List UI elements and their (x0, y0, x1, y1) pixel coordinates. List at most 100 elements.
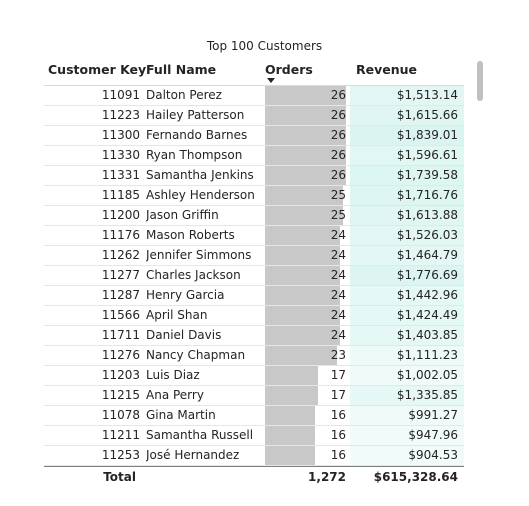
revenue-cell-background (350, 366, 464, 385)
customer-key-cell: 11211 (101, 428, 140, 442)
table-row[interactable]: 11276 Nancy Chapman 23 $1,111.23 (44, 346, 464, 366)
customer-key-cell: 11276 (101, 348, 140, 362)
revenue-cell: $1,839.01 (396, 128, 458, 142)
orders-cell: 24 (330, 308, 346, 322)
full-name-cell: Jennifer Simmons (146, 248, 252, 262)
customers-table: Customer Key Full Name Orders Revenue 11… (44, 58, 464, 489)
full-name-cell: Jason Griffin (146, 208, 219, 222)
revenue-cell: $1,776.69 (396, 268, 458, 282)
revenue-cell: $1,716.76 (396, 188, 458, 202)
customer-key-cell: 11185 (101, 188, 140, 202)
orders-cell: 24 (330, 248, 346, 262)
customer-key-cell: 11277 (101, 268, 140, 282)
orders-data-bar (265, 326, 340, 345)
table-row[interactable]: 11078 Gina Martin 16 $991.27 (44, 406, 464, 426)
revenue-cell: $1,613.88 (396, 208, 458, 222)
customer-key-cell: 11300 (101, 128, 140, 142)
table-row[interactable]: 11215 Ana Perry 17 $1,335.85 (44, 386, 464, 406)
revenue-cell-background (350, 386, 464, 405)
revenue-cell: $1,464.79 (396, 248, 458, 262)
orders-cell: 25 (330, 208, 346, 222)
orders-cell: 24 (330, 268, 346, 282)
orders-cell: 26 (330, 108, 346, 122)
table-row[interactable]: 11566 April Shan 24 $1,424.49 (44, 306, 464, 326)
table-row[interactable]: 11300 Fernando Barnes 26 $1,839.01 (44, 126, 464, 146)
orders-data-bar (265, 106, 346, 125)
total-revenue: $615,328.64 (373, 470, 458, 484)
full-name-cell: Ryan Thompson (146, 148, 243, 162)
column-header-full-name[interactable]: Full Name (146, 62, 217, 77)
revenue-cell: $904.53 (408, 448, 458, 462)
table-row[interactable]: 11277 Charles Jackson 24 $1,776.69 (44, 266, 464, 286)
full-name-cell: Henry Garcia (146, 288, 225, 302)
orders-data-bar (265, 246, 340, 265)
orders-data-bar (265, 86, 346, 105)
table-row[interactable]: 11185 Ashley Henderson 25 $1,716.76 (44, 186, 464, 206)
revenue-cell-background (350, 346, 464, 365)
column-header-orders[interactable]: Orders (265, 62, 313, 77)
column-header-customer-key[interactable]: Customer Key (48, 62, 147, 77)
revenue-cell: $1,615.66 (396, 108, 458, 122)
revenue-cell: $1,002.05 (396, 368, 458, 382)
revenue-cell-background (350, 266, 464, 285)
table-row[interactable]: 11091 Dalton Perez 26 $1,513.14 (44, 86, 464, 106)
full-name-cell: Ana Perry (146, 388, 204, 402)
table-row[interactable]: 11176 Mason Roberts 24 $1,526.03 (44, 226, 464, 246)
table-row[interactable]: 11211 Samantha Russell 16 $947.96 (44, 426, 464, 446)
table-row[interactable]: 11711 Daniel Davis 24 $1,403.85 (44, 326, 464, 346)
orders-data-bar (265, 166, 346, 185)
full-name-cell: Dalton Perez (146, 88, 222, 102)
revenue-cell: $991.27 (408, 408, 458, 422)
sort-descending-icon[interactable] (267, 78, 275, 83)
table-row[interactable]: 11203 Luis Diaz 17 $1,002.05 (44, 366, 464, 386)
table-row[interactable]: 11223 Hailey Patterson 26 $1,615.66 (44, 106, 464, 126)
revenue-cell: $947.96 (408, 428, 458, 442)
revenue-cell-background (350, 226, 464, 245)
full-name-cell: Mason Roberts (146, 228, 235, 242)
customer-key-cell: 11566 (101, 308, 140, 322)
revenue-cell-background (350, 126, 464, 145)
orders-data-bar (265, 386, 318, 405)
revenue-cell-background (350, 286, 464, 305)
orders-data-bar (265, 306, 340, 325)
revenue-cell-background (350, 446, 464, 465)
orders-cell: 24 (330, 228, 346, 242)
revenue-cell-background (350, 146, 464, 165)
revenue-cell-background (350, 166, 464, 185)
revenue-cell-background (350, 426, 464, 445)
column-header-revenue[interactable]: Revenue (356, 62, 418, 77)
vertical-scrollbar[interactable] (477, 61, 483, 101)
orders-cell: 25 (330, 188, 346, 202)
revenue-cell: $1,424.49 (396, 308, 458, 322)
customer-key-cell: 11331 (101, 168, 140, 182)
table-body: 11091 Dalton Perez 26 $1,513.14 11223 Hailey … (44, 86, 464, 466)
revenue-cell: $1,596.61 (396, 148, 458, 162)
customer-key-cell: 11287 (101, 288, 140, 302)
orders-cell: 26 (330, 88, 346, 102)
table-row[interactable]: 11253 José Hernandez 16 $904.53 (44, 446, 464, 466)
table-row[interactable]: 11330 Ryan Thompson 26 $1,596.61 (44, 146, 464, 166)
orders-data-bar (265, 406, 315, 425)
total-orders: 1,272 (308, 470, 346, 484)
table-row[interactable]: 11287 Henry Garcia 24 $1,442.96 (44, 286, 464, 306)
total-row: Total 1,272 $615,328.64 (44, 466, 464, 489)
orders-data-bar (265, 146, 346, 165)
orders-cell: 16 (330, 408, 346, 422)
revenue-cell: $1,335.85 (396, 388, 458, 402)
orders-data-bar (265, 426, 315, 445)
table-row[interactable]: 11262 Jennifer Simmons 24 $1,464.79 (44, 246, 464, 266)
full-name-cell: Daniel Davis (146, 328, 222, 342)
orders-cell: 26 (330, 128, 346, 142)
customer-key-cell: 11203 (101, 368, 140, 382)
full-name-cell: Samantha Jenkins (146, 168, 254, 182)
orders-data-bar (265, 286, 340, 305)
table-row[interactable]: 11331 Samantha Jenkins 26 $1,739.58 (44, 166, 464, 186)
revenue-cell: $1,111.23 (396, 348, 458, 362)
full-name-cell: José Hernandez (146, 448, 240, 462)
revenue-cell-background (350, 326, 464, 345)
orders-cell: 16 (330, 428, 346, 442)
table-header: Customer Key Full Name Orders Revenue (44, 58, 464, 86)
revenue-cell: $1,513.14 (396, 88, 458, 102)
table-row[interactable]: 11200 Jason Griffin 25 $1,613.88 (44, 206, 464, 226)
orders-data-bar (265, 366, 318, 385)
